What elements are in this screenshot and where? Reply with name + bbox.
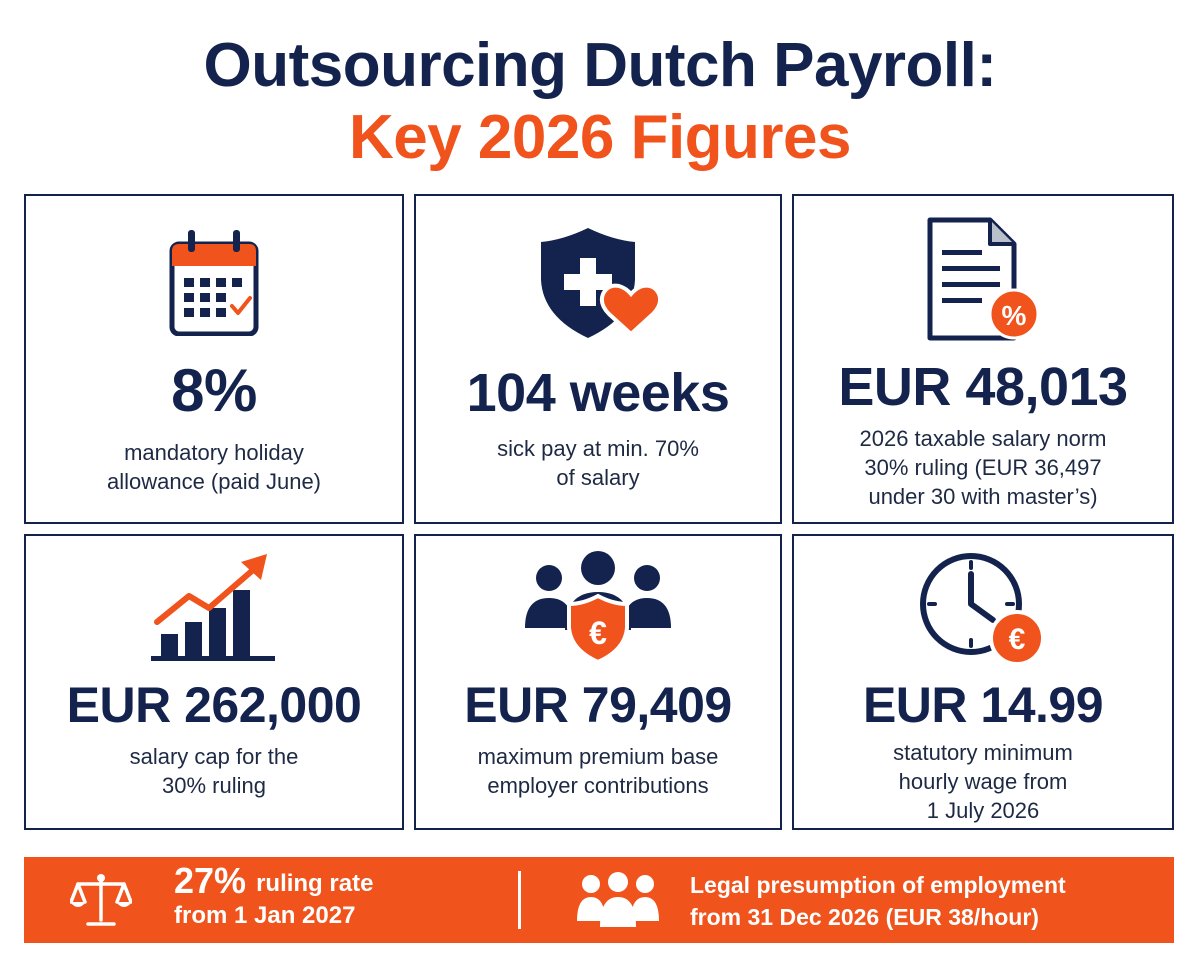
card-minimum-wage: € EUR 14.99 statutory minimum hourly wag… xyxy=(792,534,1174,830)
scales-icon xyxy=(70,874,132,926)
card-salary-cap: EUR 262,000 salary cap for the 30% rulin… xyxy=(24,534,404,830)
card-taxable-salary-norm: % EUR 48,013 2026 taxable salary norm 30… xyxy=(792,194,1174,524)
shield-health-heart-icon xyxy=(541,228,663,338)
card-description: 2026 taxable salary norm 30% ruling (EUR… xyxy=(859,426,1107,509)
card-value: 8% xyxy=(171,357,257,424)
svg-text:€: € xyxy=(1009,623,1026,656)
card-sick-pay: 104 weeks sick pay at min. 70% of salary xyxy=(414,194,782,524)
card-value: EUR 48,013 xyxy=(838,357,1128,417)
clock-euro-icon: € xyxy=(920,553,1045,666)
card-premium-base: € EUR 79,409 maximum premium base employ… xyxy=(414,534,782,830)
page-title: Outsourcing Dutch Payroll: xyxy=(203,31,997,100)
card-value: EUR 262,000 xyxy=(66,677,362,733)
banner-divider xyxy=(518,871,521,929)
people-euro-shield-icon: € xyxy=(525,551,671,664)
card-value: EUR 79,409 xyxy=(464,677,732,733)
bar-chart-growth-icon xyxy=(151,554,275,661)
page-subtitle: Key 2026 Figures xyxy=(348,103,852,172)
card-description: maximum premium base employer contributi… xyxy=(477,744,719,798)
card-value: 104 weeks xyxy=(466,363,730,423)
banner-presumption: Legal presumption of employment from 31 … xyxy=(690,872,1066,930)
card-holiday-allowance: 8% mandatory holiday allowance (paid Jun… xyxy=(24,194,404,524)
svg-text:%: % xyxy=(1002,300,1027,331)
banner-ruling-rate: 27% ruling rate from 1 Jan 2027 xyxy=(174,860,374,930)
document-percent-icon: % xyxy=(927,217,1040,341)
svg-text:€: € xyxy=(589,615,607,651)
card-description: salary cap for the 30% ruling xyxy=(129,744,299,798)
bottom-banner: 27% ruling rate from 1 Jan 2027 Legal pre… xyxy=(24,857,1174,943)
calendar-check-icon xyxy=(169,230,259,336)
card-value: EUR 14.99 xyxy=(862,677,1104,733)
group-icon xyxy=(577,872,659,927)
card-description: mandatory holiday allowance (paid June) xyxy=(106,440,322,494)
card-description: statutory minimum hourly wage from 1 Jul… xyxy=(893,740,1073,823)
card-description: sick pay at min. 70% of salary xyxy=(497,436,699,490)
